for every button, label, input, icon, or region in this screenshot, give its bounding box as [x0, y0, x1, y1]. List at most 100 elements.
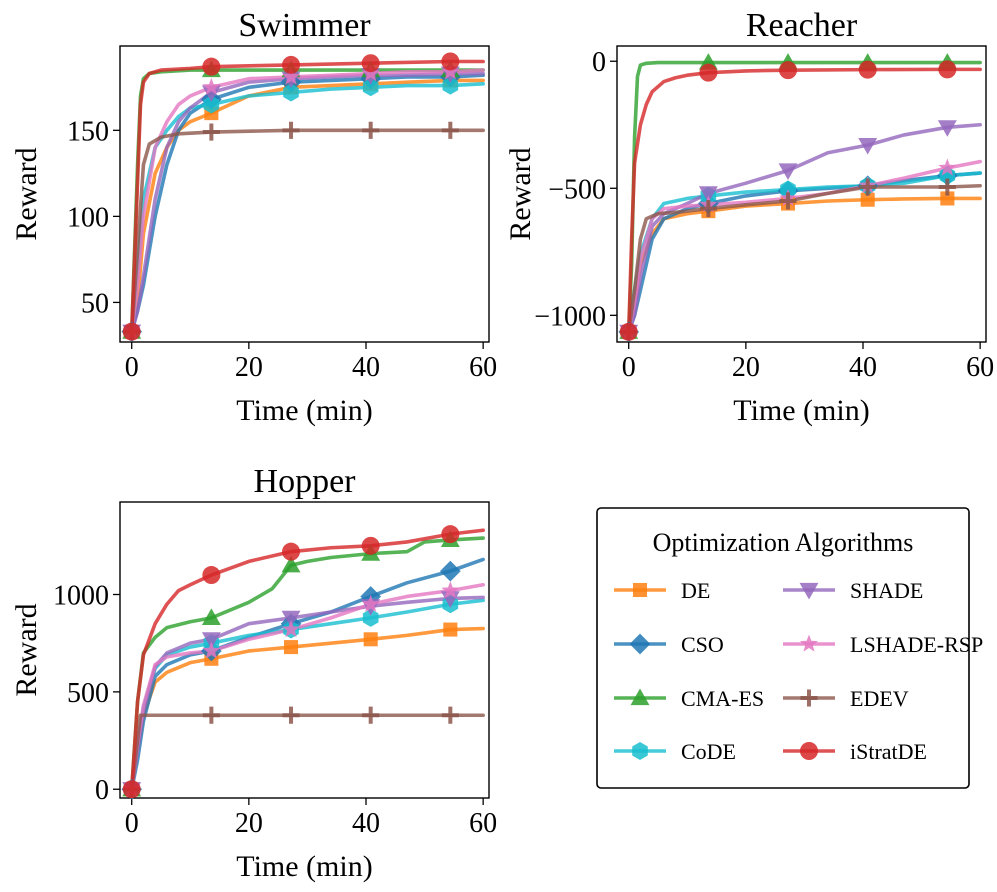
legend-label: DE: [681, 578, 710, 603]
data-point-lshade-rsp: [282, 620, 301, 638]
data-point-code: [283, 83, 299, 102]
data-point-edev: [282, 706, 300, 724]
data-point-istratde: [361, 536, 380, 555]
data-point-de: [443, 622, 458, 637]
series-line-istratde: [626, 67, 982, 334]
y-tick-label: 150: [67, 116, 109, 147]
x-tick-label: 0: [622, 352, 636, 383]
legend-label: SHADE: [850, 578, 923, 603]
data-point-shade: [698, 186, 718, 203]
series-line-cma-es: [129, 536, 485, 792]
x-tick-label: 20: [235, 808, 263, 839]
legend-label: CSO: [681, 632, 724, 657]
data-point-lshade-rsp: [282, 67, 301, 85]
data-point-shade: [937, 120, 957, 137]
series-line-edev: [129, 128, 485, 334]
y-tick-label: −1000: [534, 301, 606, 332]
series-line-istratde: [129, 528, 485, 792]
legend-marker-cma-es: [630, 688, 650, 706]
y-tick-label: 0: [592, 47, 606, 78]
y-tick-label: 1000: [53, 581, 109, 612]
series-line-de: [129, 78, 485, 334]
data-point-istratde: [779, 61, 798, 80]
x-tick-label: 0: [125, 808, 139, 839]
data-point-istratde: [858, 60, 877, 79]
data-point-edev: [362, 706, 380, 724]
data-point-edev: [441, 706, 459, 724]
data-point-lshade-rsp: [441, 581, 460, 599]
data-point-shade: [201, 632, 221, 649]
chart-hopper: Hopper 0 20 40 60 0 500 1000 Time (min) Reward: [10, 463, 497, 883]
data-point-edev: [282, 121, 300, 139]
x-tick-label: 40: [352, 352, 380, 383]
data-point-lshade-rsp: [202, 77, 221, 95]
legend-marker-de: [632, 582, 648, 598]
plot-frame: [616, 45, 987, 343]
series-line-de: [626, 196, 982, 334]
legend-frame: [596, 507, 970, 789]
chart-title: Hopper: [254, 463, 357, 500]
data-point-cso: [439, 560, 461, 582]
legend-marker-code: [632, 742, 648, 760]
series-line-shade: [626, 122, 982, 334]
legend-marker-lshade-rsp: [800, 634, 818, 652]
data-point-istratde: [361, 54, 380, 73]
legend-label: LSHADE-RSP: [850, 632, 983, 657]
series-line-shade: [129, 71, 485, 334]
data-point-istratde: [202, 566, 221, 585]
data-point-edev: [441, 121, 459, 139]
data-point-shade: [201, 85, 221, 102]
data-point-code: [362, 78, 379, 97]
legend-label: iStratDE: [850, 739, 927, 764]
data-point-de: [284, 640, 299, 655]
x-tick-label: 40: [352, 808, 380, 839]
data-point-de: [860, 192, 875, 207]
y-axis-label: Reward: [504, 147, 537, 240]
data-point-istratde: [441, 525, 460, 544]
data-point-edev: [699, 200, 717, 218]
chart-reacher: Reacher 0 20 40 60 0 −500 −1000 Time (min) Reward: [504, 7, 994, 427]
data-point-istratde: [619, 322, 638, 341]
x-axis-label: Time (min): [733, 394, 869, 427]
chart-swimmer: Swimmer 0 20 40 60 50 100 150 Time (min) Reward: [10, 7, 497, 427]
x-tick-label: 0: [125, 352, 139, 383]
y-tick-label: 0: [95, 775, 109, 806]
data-point-de: [940, 191, 955, 206]
y-axis-label: Reward: [10, 603, 43, 696]
chart-title: Swimmer: [238, 7, 371, 44]
x-axis-label: Time (min): [236, 850, 372, 883]
legend-marker-edev: [800, 689, 818, 707]
data-point-code: [442, 76, 459, 95]
x-tick-label: 60: [469, 808, 497, 839]
data-point-istratde: [122, 322, 141, 341]
data-point-istratde: [202, 57, 221, 76]
data-point-lshade-rsp: [361, 594, 380, 612]
y-tick-label: 50: [81, 288, 109, 319]
data-point-shade: [858, 138, 878, 155]
series-line-edev: [626, 183, 982, 334]
series-line-lshade-rsp: [129, 582, 485, 792]
legend-label: EDEV: [850, 686, 909, 711]
data-point-istratde: [122, 780, 141, 799]
data-point-istratde: [282, 542, 301, 561]
data-point-code: [203, 95, 220, 114]
data-point-code: [362, 608, 379, 627]
data-point-cma-es: [201, 608, 221, 625]
plot-frame: [119, 45, 490, 343]
series-line-istratde: [129, 59, 485, 334]
data-point-edev: [938, 178, 956, 196]
legend-marker-istratde: [800, 742, 818, 760]
series-line-code: [129, 598, 485, 792]
legend-label: CoDE: [681, 739, 736, 764]
data-point-lshade-rsp: [441, 62, 460, 80]
series-line-edev: [129, 713, 485, 792]
y-tick-label: 500: [67, 678, 109, 709]
x-tick-label: 20: [235, 352, 263, 383]
y-axis-label: Reward: [10, 147, 43, 240]
x-tick-label: 60: [469, 352, 497, 383]
y-tick-label: −500: [548, 174, 606, 205]
data-point-edev: [362, 121, 380, 139]
series-line-cma-es: [129, 68, 485, 334]
legend: Optimization Algorithms DE SHADE CSO LSHADE-…: [596, 507, 983, 789]
